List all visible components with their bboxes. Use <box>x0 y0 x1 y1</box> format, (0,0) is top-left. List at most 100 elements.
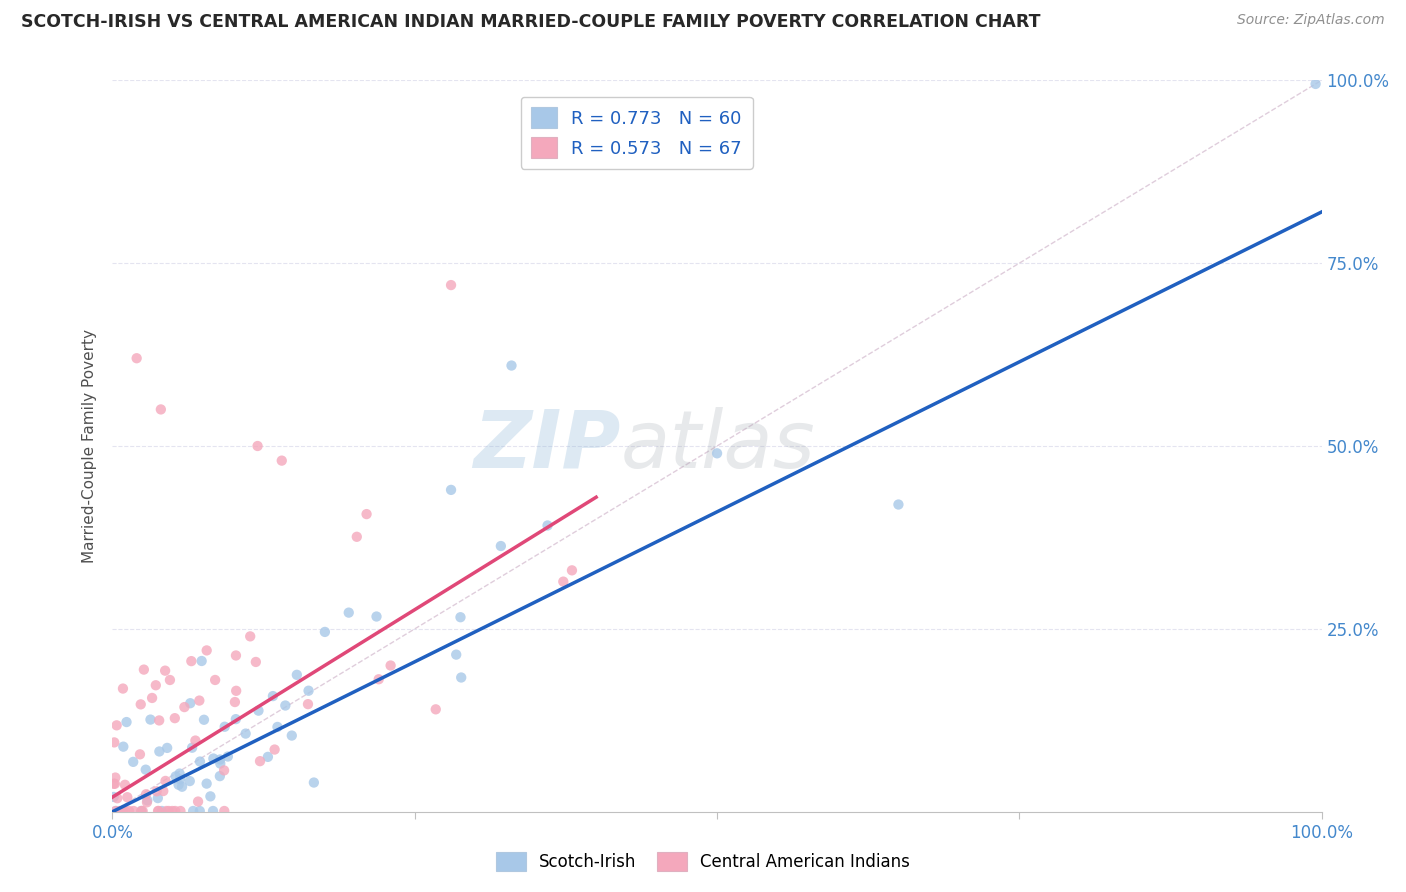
Point <box>170 780 193 794</box>
Point <box>246 439 269 453</box>
Point <box>131 804 153 818</box>
Point <box>263 742 285 756</box>
Point <box>266 720 288 734</box>
Y-axis label: Married-Couple Family Poverty: Married-Couple Family Poverty <box>82 329 97 563</box>
Point <box>208 769 231 783</box>
Point <box>245 655 267 669</box>
Point <box>184 733 207 747</box>
Legend: R = 0.773   N = 60, R = 0.573   N = 67: R = 0.773 N = 60, R = 0.573 N = 67 <box>520 96 752 169</box>
Point <box>887 498 910 512</box>
Point <box>104 777 127 791</box>
Point <box>425 702 447 716</box>
Point <box>150 804 173 818</box>
Point <box>297 683 319 698</box>
Point <box>148 744 170 758</box>
Point <box>163 711 186 725</box>
Point <box>190 654 212 668</box>
Point <box>105 804 128 818</box>
Point <box>155 773 177 788</box>
Point <box>165 804 187 818</box>
Point <box>224 695 246 709</box>
Point <box>249 754 271 768</box>
Point <box>111 681 134 696</box>
Text: atlas: atlas <box>620 407 815 485</box>
Point <box>188 804 211 818</box>
Point <box>111 804 134 818</box>
Point <box>195 643 218 657</box>
Point <box>274 698 297 713</box>
Point <box>440 278 463 293</box>
Point <box>145 784 167 798</box>
Point <box>122 804 145 818</box>
Point <box>155 804 177 818</box>
Point <box>148 804 170 818</box>
Point <box>281 729 304 743</box>
Point <box>297 697 319 711</box>
Point <box>501 359 523 373</box>
Point <box>380 658 402 673</box>
Point <box>148 714 170 728</box>
Point <box>212 764 235 778</box>
Point <box>181 804 204 818</box>
Point <box>450 610 472 624</box>
Point <box>136 795 159 809</box>
Point <box>217 749 239 764</box>
Point <box>188 693 211 707</box>
Point <box>141 690 163 705</box>
Point <box>337 606 360 620</box>
Point <box>103 777 125 791</box>
Point <box>356 507 378 521</box>
Point <box>169 766 191 780</box>
Point <box>204 673 226 687</box>
Point <box>202 804 225 818</box>
Point <box>489 539 512 553</box>
Point <box>146 804 169 818</box>
Point <box>105 791 128 805</box>
Point <box>214 720 236 734</box>
Point <box>153 664 176 678</box>
Point <box>169 804 191 818</box>
Point <box>561 563 583 577</box>
Point <box>103 789 125 804</box>
Text: ZIP: ZIP <box>472 407 620 485</box>
Point <box>179 696 201 710</box>
Text: SCOTCH-IRISH VS CENTRAL AMERICAN INDIAN MARRIED-COUPLE FAMILY POVERTY CORRELATIO: SCOTCH-IRISH VS CENTRAL AMERICAN INDIAN … <box>21 13 1040 31</box>
Point <box>195 777 218 791</box>
Legend: Scotch-Irish, Central American Indians: Scotch-Irish, Central American Indians <box>488 843 918 880</box>
Point <box>173 700 195 714</box>
Point <box>239 629 262 643</box>
Point <box>129 698 152 712</box>
Point <box>131 804 153 818</box>
Point <box>553 574 575 589</box>
Point <box>200 789 222 804</box>
Point <box>162 804 184 818</box>
Point <box>146 791 169 805</box>
Point <box>104 771 127 785</box>
Point <box>225 712 247 726</box>
Point <box>159 673 181 687</box>
Point <box>118 804 141 818</box>
Point <box>440 483 463 497</box>
Point <box>225 683 247 698</box>
Point <box>257 750 280 764</box>
Point <box>131 804 153 818</box>
Point <box>706 446 728 460</box>
Point <box>169 772 191 787</box>
Point <box>225 648 247 663</box>
Point <box>149 402 172 417</box>
Point <box>103 735 125 749</box>
Point <box>187 795 209 809</box>
Point <box>270 453 292 467</box>
Point <box>167 778 190 792</box>
Point <box>139 713 162 727</box>
Point <box>180 654 202 668</box>
Point <box>156 740 179 755</box>
Point <box>1305 77 1327 91</box>
Point <box>444 648 467 662</box>
Point <box>114 778 136 792</box>
Point <box>366 609 388 624</box>
Point <box>122 755 145 769</box>
Point <box>129 747 152 762</box>
Point <box>157 804 180 818</box>
Point <box>235 726 257 740</box>
